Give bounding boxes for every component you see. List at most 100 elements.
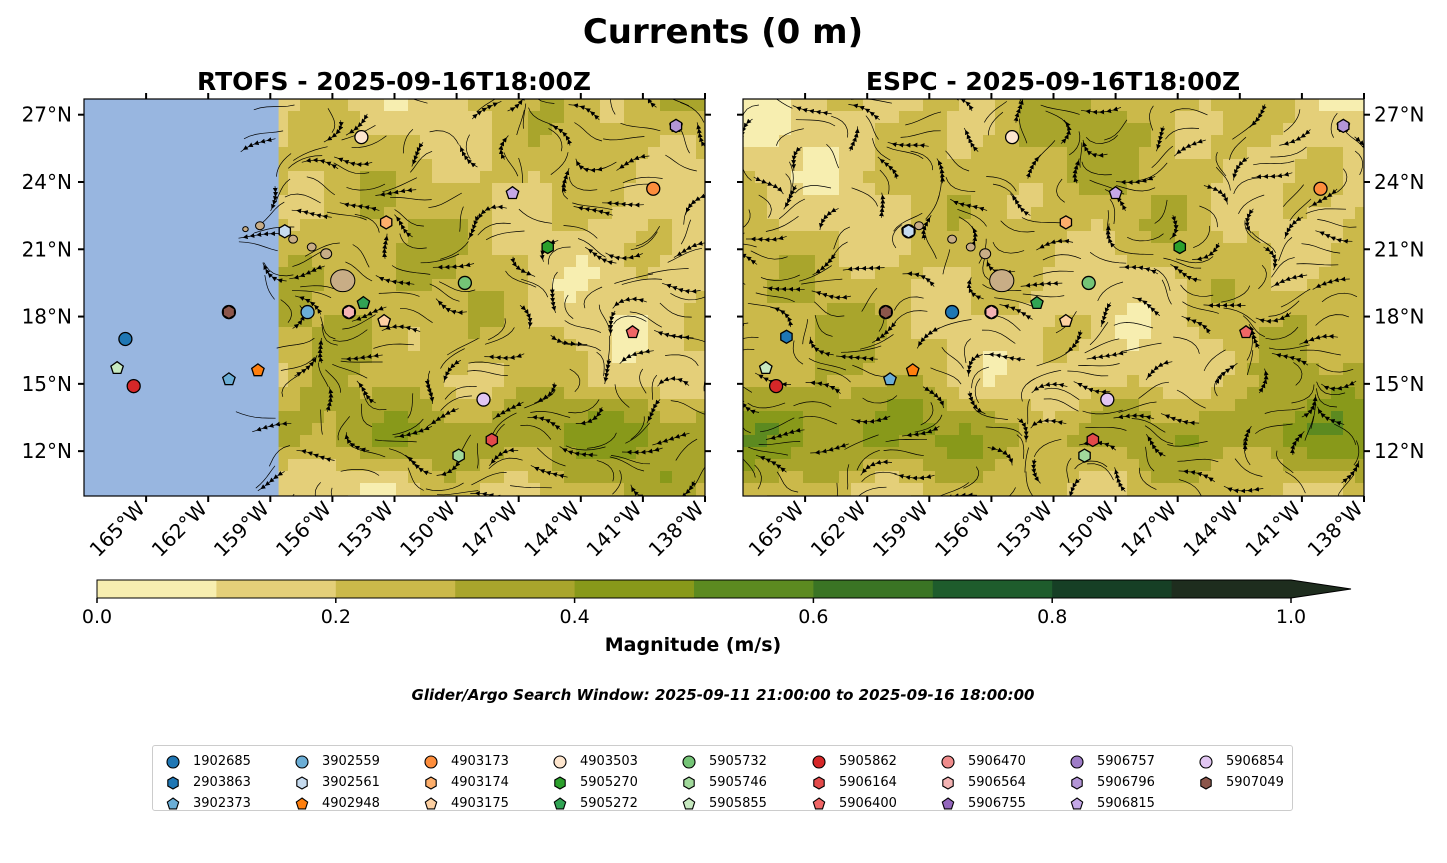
x-tick-label: 162°W	[806, 496, 871, 561]
y-tick-label: 24°N	[22, 170, 72, 194]
float-marker-5905862[interactable]	[126, 378, 141, 394]
float-marker-5905270[interactable]	[541, 239, 554, 255]
float-marker-5905855[interactable]	[758, 360, 773, 375]
island-land	[255, 221, 265, 231]
float-marker-5906854[interactable]	[1100, 392, 1115, 407]
legend-item-5906815[interactable]: 5906815	[1069, 793, 1155, 814]
float-marker-5905746[interactable]	[452, 448, 465, 463]
float-marker-5906164[interactable]	[485, 432, 499, 448]
float-marker-5907049[interactable]	[222, 304, 236, 320]
float-marker-4903175[interactable]	[377, 313, 392, 327]
legend-item-5906564[interactable]: 5906564	[940, 772, 1026, 793]
legend-item-5906400[interactable]: 5906400	[811, 793, 897, 814]
float-marker-3902373[interactable]	[221, 372, 236, 386]
float-marker-5905862[interactable]	[768, 378, 784, 394]
legend-item-5906757[interactable]: 5906757	[1069, 751, 1155, 772]
float-marker-4903503[interactable]	[1004, 129, 1020, 145]
legend-item-5906854[interactable]: 5906854	[1198, 751, 1284, 772]
legend-item-5905732[interactable]: 5905732	[681, 751, 767, 772]
x-tick-label: 159°W	[868, 496, 933, 561]
legend-item-4903173[interactable]: 4903173	[423, 751, 509, 772]
legend-item-2903863[interactable]: 2903863	[165, 772, 251, 793]
float-marker-4902948[interactable]	[250, 363, 265, 377]
y-tick-label: 12°N	[22, 439, 72, 463]
float-marker-2903863[interactable]	[780, 329, 793, 345]
legend-label: 3902373	[193, 796, 251, 811]
float-marker-1902685[interactable]	[944, 304, 960, 320]
float-marker-5906164[interactable]	[1086, 432, 1100, 448]
legend-item-5906164[interactable]: 5906164	[811, 772, 897, 793]
legend-item-5906470[interactable]: 5906470	[940, 751, 1026, 772]
legend-item-1902685[interactable]: 1902685	[165, 751, 251, 772]
float-marker-5906400[interactable]	[1239, 324, 1253, 339]
float-marker-5905732[interactable]	[457, 275, 473, 291]
float-marker-5906815[interactable]	[1108, 185, 1123, 200]
legend-label: 5906815	[1097, 796, 1155, 811]
legend-item-5905855[interactable]: 5905855	[681, 793, 767, 814]
legend-item-5905862[interactable]: 5905862	[811, 751, 897, 772]
float-marker-5905746[interactable]	[1078, 448, 1091, 463]
colorbar-segment	[932, 580, 1053, 598]
legend-item-3902373[interactable]: 3902373	[165, 793, 251, 814]
legend-item-4902948[interactable]: 4902948	[294, 793, 380, 814]
float-marker-5905270[interactable]	[1173, 239, 1187, 255]
hexagon-marker-icon	[1200, 775, 1212, 790]
legend-item-3902561[interactable]: 3902561	[294, 772, 380, 793]
colorbar-segment	[694, 580, 814, 598]
x-tick-label: 141°W	[1240, 496, 1305, 561]
float-marker-4903503[interactable]	[354, 129, 369, 145]
legend-item-4903175[interactable]: 4903175	[423, 793, 509, 814]
x-tick-label: 150°W	[1054, 496, 1119, 561]
x-tick-label: 150°W	[395, 496, 460, 561]
legend-item-5907049[interactable]: 5907049	[1198, 772, 1284, 793]
float-marker-5905272[interactable]	[1030, 295, 1044, 310]
legend-item-5905270[interactable]: 5905270	[552, 772, 638, 793]
legend-item-3902559[interactable]: 3902559	[294, 751, 380, 772]
circle-marker-icon	[1070, 754, 1084, 769]
legend-item-5906796[interactable]: 5906796	[1069, 772, 1155, 793]
legend-item-4903503[interactable]: 4903503	[552, 751, 638, 772]
float-marker-5906796[interactable]	[669, 118, 683, 134]
y-tick-label: 15°N	[1374, 372, 1424, 396]
float-marker-4903175[interactable]	[1058, 313, 1073, 327]
float-marker-5906400[interactable]	[625, 324, 640, 339]
float-marker-4902948[interactable]	[905, 363, 920, 377]
float-marker-3902561[interactable]	[278, 224, 292, 239]
hexagon-marker-icon	[1071, 775, 1083, 790]
island-land	[242, 226, 249, 233]
legend-label: 5906164	[839, 775, 897, 790]
float-marker-1902685[interactable]	[118, 331, 133, 347]
float-marker-5906564[interactable]	[985, 304, 998, 320]
legend-label: 5905746	[709, 775, 767, 790]
float-marker-5905732[interactable]	[1081, 275, 1096, 291]
float-marker-5907049[interactable]	[879, 304, 893, 320]
float-marker-5906815[interactable]	[505, 185, 520, 200]
float-marker-5906854[interactable]	[476, 392, 491, 407]
float-marker-4903174[interactable]	[1059, 215, 1073, 230]
hexagon-marker-icon	[554, 775, 566, 790]
pentagon-marker-icon	[553, 796, 567, 809]
x-tick-label: 147°W	[457, 496, 522, 561]
legend-item-5905272[interactable]: 5905272	[552, 793, 638, 814]
x-tick-label: 153°W	[992, 496, 1057, 561]
float-marker-5905272[interactable]	[356, 295, 371, 310]
float-marker-4903173[interactable]	[646, 181, 661, 196]
legend-column: 4903503 5905270 5905272	[552, 751, 638, 814]
float-marker-4903174[interactable]	[379, 215, 393, 230]
legend-item-5905746[interactable]: 5905746	[681, 772, 767, 793]
float-marker-3902373[interactable]	[883, 372, 897, 386]
legend-label: 5905862	[839, 754, 897, 769]
float-marker-5905855[interactable]	[110, 360, 125, 375]
x-tick-label: 165°W	[85, 496, 150, 561]
streamlines	[743, 99, 1364, 496]
legend-item-5906755[interactable]: 5906755	[940, 793, 1026, 814]
float-marker-3902559[interactable]	[300, 304, 315, 320]
y-tick-label: 18°N	[22, 305, 72, 329]
legend-item-4903174[interactable]: 4903174	[423, 772, 509, 793]
pentagon-marker-icon	[1070, 796, 1084, 809]
legend-label: 5906755	[968, 796, 1026, 811]
float-marker-5906796[interactable]	[1337, 118, 1350, 134]
float-marker-3902561[interactable]	[902, 224, 915, 239]
float-marker-5906564[interactable]	[342, 304, 356, 320]
float-marker-4903173[interactable]	[1313, 181, 1328, 196]
